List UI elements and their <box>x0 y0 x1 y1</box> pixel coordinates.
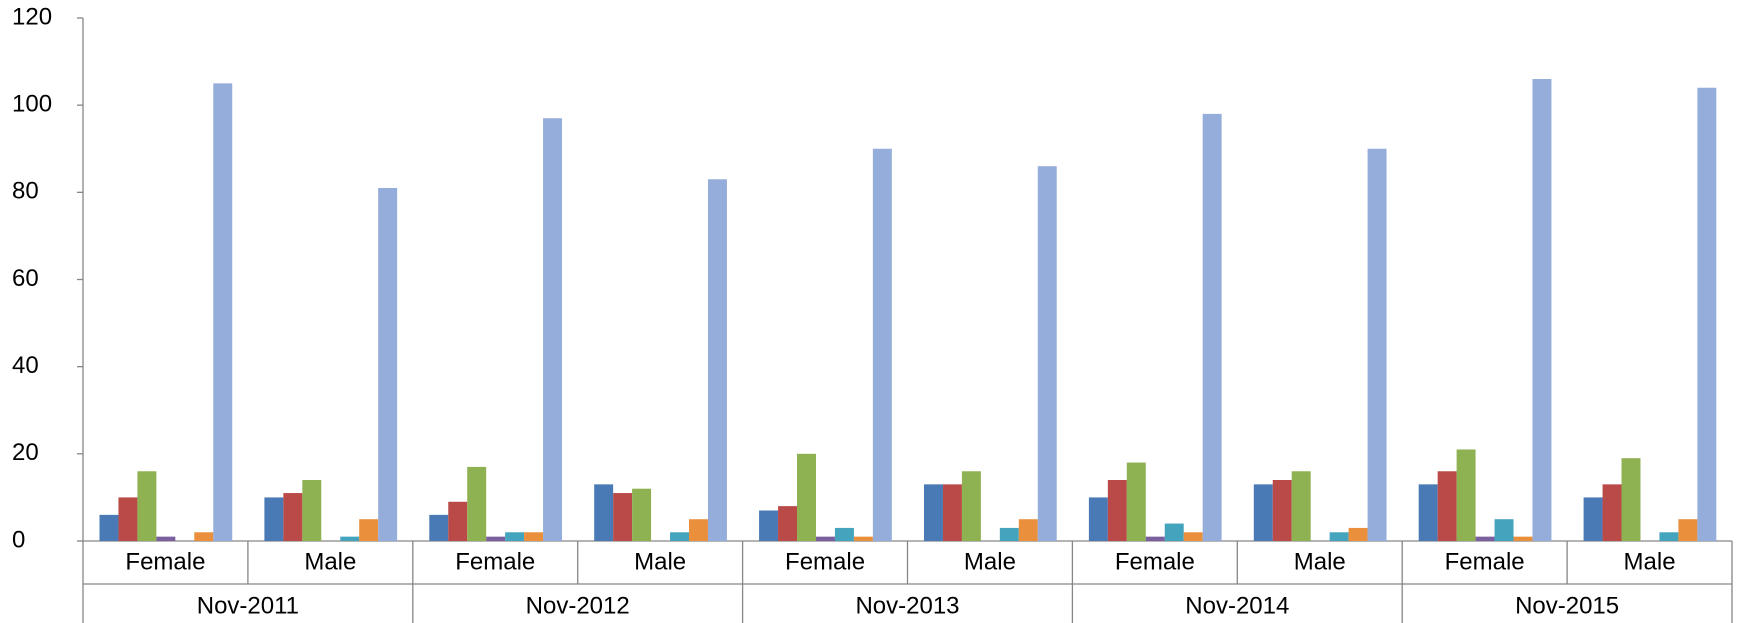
bar <box>1348 527 1368 541</box>
bar <box>1145 536 1165 541</box>
bar <box>1659 532 1679 541</box>
bar <box>340 536 360 541</box>
bar <box>1253 484 1273 541</box>
bar <box>1475 536 1495 541</box>
bar <box>999 527 1019 541</box>
bar <box>1437 471 1457 541</box>
bar <box>689 519 708 541</box>
bar <box>942 484 962 541</box>
bar <box>1107 479 1127 541</box>
bar <box>797 453 816 541</box>
bar <box>594 484 614 541</box>
bar <box>1272 479 1292 541</box>
x-tick-label: Female <box>125 548 205 575</box>
bar <box>670 532 690 541</box>
x-tick-label: Male <box>964 548 1016 575</box>
bar <box>1418 484 1438 541</box>
bar <box>1456 449 1476 541</box>
bar <box>1291 471 1311 541</box>
bar <box>632 488 652 541</box>
bar <box>213 83 233 541</box>
bar <box>264 497 284 541</box>
bar <box>778 506 798 541</box>
bar <box>194 532 214 541</box>
x-tick-label: Female <box>455 548 535 575</box>
bar <box>359 519 379 541</box>
group-label: Nov-2011 <box>197 592 299 619</box>
group-label: Nov-2014 <box>1185 592 1289 619</box>
y-tick-label: 100 <box>12 91 52 118</box>
bar <box>1126 462 1146 541</box>
bar <box>815 536 835 541</box>
bar <box>467 466 487 541</box>
bar <box>834 527 854 541</box>
y-tick-label: 60 <box>12 265 39 292</box>
bar <box>1532 79 1552 542</box>
bar <box>1018 519 1038 541</box>
bar <box>1037 166 1057 541</box>
bar <box>1602 484 1622 541</box>
bar <box>524 532 544 541</box>
x-tick-label: Male <box>304 548 356 575</box>
bar <box>99 514 119 541</box>
bar <box>759 510 779 541</box>
bar <box>1329 532 1349 541</box>
bar <box>1513 536 1533 541</box>
bar <box>543 118 563 541</box>
bar <box>1583 497 1603 541</box>
bar <box>429 514 449 541</box>
bar <box>1494 519 1514 541</box>
x-tick-label: Male <box>1294 548 1346 575</box>
bar <box>1678 519 1698 541</box>
bar <box>283 493 303 541</box>
bar <box>613 493 633 541</box>
y-tick-label: 20 <box>12 439 39 466</box>
x-tick-label: Female <box>1115 548 1195 575</box>
bar <box>1367 148 1387 541</box>
bar <box>923 484 943 541</box>
bar <box>1697 87 1717 541</box>
bar <box>156 536 176 541</box>
bar <box>1621 458 1641 541</box>
bar <box>1202 113 1222 541</box>
group-label: Nov-2015 <box>1515 592 1619 619</box>
bar <box>872 148 892 541</box>
x-tick-label: Male <box>634 548 686 575</box>
bar <box>505 532 525 541</box>
bar <box>302 479 322 541</box>
group-label: Nov-2013 <box>855 592 959 619</box>
bar <box>486 536 506 541</box>
x-tick-label: Female <box>785 548 865 575</box>
y-tick-label: 80 <box>12 178 39 205</box>
bar <box>853 536 873 541</box>
bar <box>1164 523 1184 541</box>
bar <box>137 471 157 541</box>
bar <box>707 179 727 541</box>
y-tick-label: 0 <box>12 526 25 553</box>
bar <box>448 501 468 541</box>
bar <box>118 497 138 541</box>
x-tick-label: Female <box>1445 548 1525 575</box>
bar <box>961 471 981 541</box>
bar <box>1183 532 1203 541</box>
group-label: Nov-2012 <box>526 592 630 619</box>
bar <box>1088 497 1108 541</box>
y-tick-label: 40 <box>12 352 39 379</box>
bar <box>378 187 398 541</box>
y-tick-label: 120 <box>12 3 52 30</box>
x-tick-label: Male <box>1624 548 1676 575</box>
